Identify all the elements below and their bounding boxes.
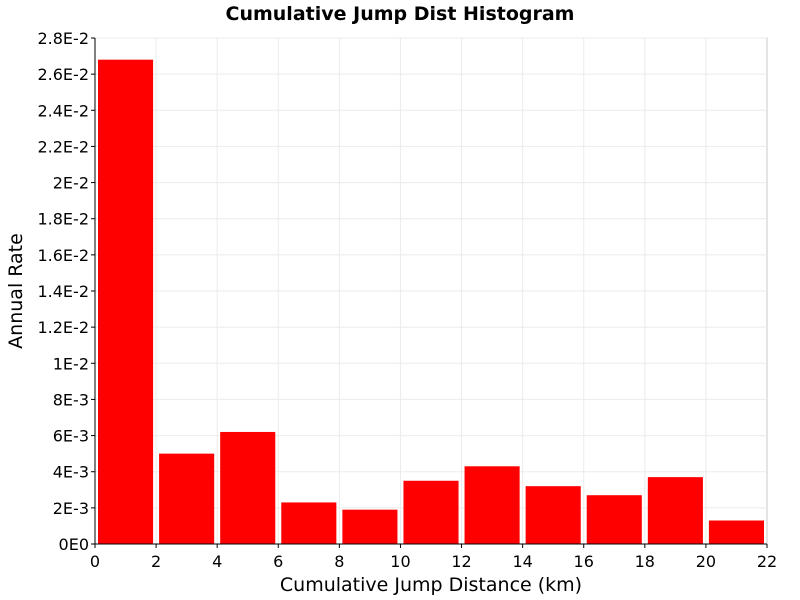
x-tick-label: 22 — [757, 552, 777, 571]
y-tick-label: 1.2E-2 — [37, 318, 89, 337]
y-tick-label: 0E0 — [59, 535, 89, 554]
x-axis-ticks: 0 2 4 6 8 10 12 14 16 18 20 22 — [90, 544, 777, 571]
y-tick-label: 1E-2 — [53, 354, 89, 373]
x-tick-label: 20 — [696, 552, 716, 571]
bar — [525, 486, 581, 544]
y-axis-label: Annual Rate — [5, 233, 27, 349]
y-tick-label: 2E-2 — [53, 174, 89, 193]
x-tick-label: 10 — [390, 552, 410, 571]
y-tick-label: 6E-3 — [53, 427, 89, 446]
y-tick-label: 1.6E-2 — [37, 246, 89, 265]
x-tick-label: 2 — [151, 552, 161, 571]
y-tick-label: 4E-3 — [53, 463, 89, 482]
x-tick-label: 14 — [512, 552, 532, 571]
bar — [586, 495, 642, 544]
y-tick-label: 2.4E-2 — [37, 101, 89, 120]
x-tick-label: 16 — [574, 552, 594, 571]
bar — [647, 477, 703, 544]
x-tick-label: 4 — [212, 552, 222, 571]
x-tick-label: 0 — [90, 552, 100, 571]
bar — [220, 431, 276, 544]
y-tick-label: 2.8E-2 — [37, 29, 89, 48]
x-axis-label: Cumulative Jump Distance (km) — [280, 574, 582, 596]
y-tick-label: 8E-3 — [53, 390, 89, 409]
y-tick-label: 2E-3 — [53, 499, 89, 518]
y-tick-label: 1.8E-2 — [37, 210, 89, 229]
bar — [98, 59, 154, 544]
bar — [403, 480, 459, 544]
chart-title: Cumulative Jump Dist Histogram — [226, 3, 575, 25]
bar — [159, 453, 215, 544]
x-tick-label: 6 — [273, 552, 283, 571]
y-tick-label: 1.4E-2 — [37, 282, 89, 301]
bar — [342, 509, 398, 544]
bar — [281, 502, 337, 544]
y-axis-ticks: 0E0 2E-3 4E-3 6E-3 8E-3 1E-2 1.2E-2 1.4E-2 1.6E-… — [37, 29, 95, 554]
x-tick-label: 18 — [635, 552, 655, 571]
x-tick-label: 8 — [334, 552, 344, 571]
y-tick-label: 2.6E-2 — [37, 65, 89, 84]
bar — [708, 520, 764, 544]
bar — [464, 466, 520, 544]
x-tick-label: 12 — [451, 552, 471, 571]
bars — [98, 59, 764, 544]
y-tick-label: 2.2E-2 — [37, 137, 89, 156]
